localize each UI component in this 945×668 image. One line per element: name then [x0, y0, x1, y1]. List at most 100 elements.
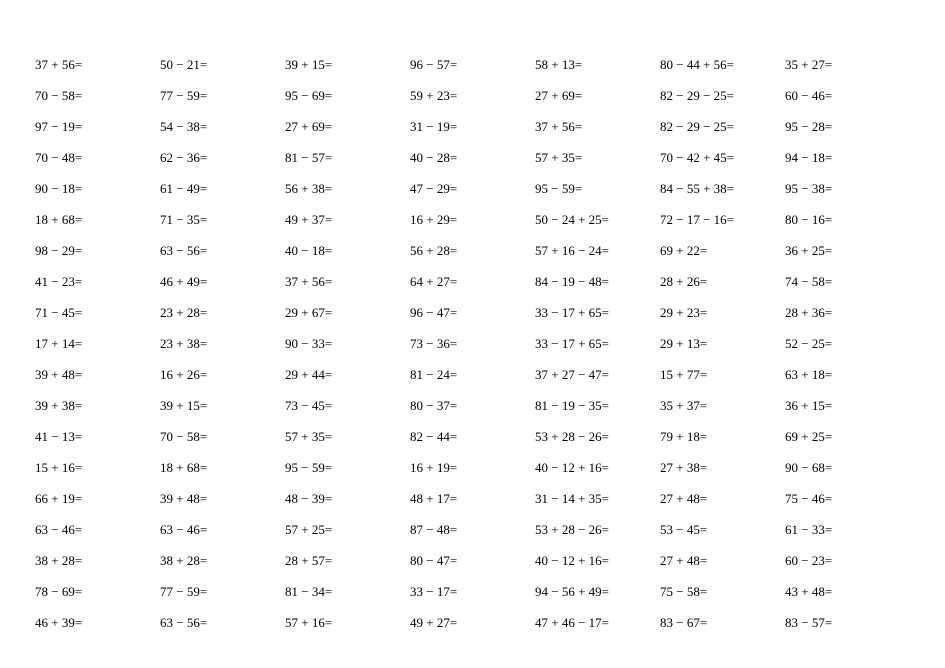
- math-problem-cell: 16 + 29=: [410, 205, 535, 236]
- math-problem-cell: 59 + 23=: [410, 81, 535, 112]
- math-problem-cell: 96 − 57=: [410, 50, 535, 81]
- math-problem-cell: 64 + 27=: [410, 267, 535, 298]
- math-problem-cell: 47 + 46 − 17=: [535, 607, 660, 638]
- math-problem-cell: 94 − 56 + 49=: [535, 576, 660, 607]
- math-problem-cell: 27 + 69=: [285, 112, 410, 143]
- math-problem-cell: 81 − 19 − 35=: [535, 390, 660, 421]
- math-problem-cell: 57 + 35=: [535, 143, 660, 174]
- math-problem-cell: 28 + 57=: [285, 545, 410, 576]
- math-problem-cell: 48 + 17=: [410, 483, 535, 514]
- math-problem-cell: 53 − 45=: [660, 514, 785, 545]
- math-problem-cell: 63 − 56=: [160, 607, 285, 638]
- math-problem-cell: 23 + 38=: [160, 329, 285, 360]
- math-problem-cell: 70 − 58=: [35, 81, 160, 112]
- math-problem-cell: 98 − 29=: [35, 236, 160, 267]
- math-problem-cell: 74 − 58=: [785, 267, 910, 298]
- math-problem-cell: 81 − 24=: [410, 359, 535, 390]
- math-problem-cell: 97 − 19=: [35, 112, 160, 143]
- math-problem-cell: 52 − 25=: [785, 329, 910, 360]
- math-problem-cell: 54 − 38=: [160, 112, 285, 143]
- math-problem-cell: 94 − 18=: [785, 143, 910, 174]
- math-problem-cell: 63 − 46=: [160, 514, 285, 545]
- math-problem-cell: 61 − 49=: [160, 174, 285, 205]
- math-problem-cell: 38 + 28=: [35, 545, 160, 576]
- math-problem-cell: 84 − 55 + 38=: [660, 174, 785, 205]
- math-problem-cell: 95 − 59=: [535, 174, 660, 205]
- math-problem-cell: 78 − 69=: [35, 576, 160, 607]
- math-problem-cell: 70 − 58=: [160, 421, 285, 452]
- math-problem-cell: 53 + 28 − 26=: [535, 421, 660, 452]
- math-problem-cell: 29 + 44=: [285, 359, 410, 390]
- math-problem-cell: 58 + 13=: [535, 50, 660, 81]
- math-problem-cell: 33 − 17 + 65=: [535, 298, 660, 329]
- math-problem-cell: 63 − 56=: [160, 236, 285, 267]
- math-problem-cell: 47 − 29=: [410, 174, 535, 205]
- math-problem-cell: 80 − 37=: [410, 390, 535, 421]
- math-problem-cell: 15 + 16=: [35, 452, 160, 483]
- math-problem-cell: 90 − 18=: [35, 174, 160, 205]
- math-problem-cell: 80 − 16=: [785, 205, 910, 236]
- math-problem-cell: 60 − 46=: [785, 81, 910, 112]
- math-problem-cell: 82 − 29 − 25=: [660, 112, 785, 143]
- math-problem-cell: 50 − 21=: [160, 50, 285, 81]
- math-problem-cell: 38 + 28=: [160, 545, 285, 576]
- math-problem-cell: 66 + 19=: [35, 483, 160, 514]
- math-problem-cell: 37 + 56=: [285, 267, 410, 298]
- math-problem-cell: 75 − 46=: [785, 483, 910, 514]
- math-problem-cell: 56 + 28=: [410, 236, 535, 267]
- math-problem-cell: 27 + 48=: [660, 483, 785, 514]
- math-problem-cell: 87 − 48=: [410, 514, 535, 545]
- math-problem-cell: 57 + 25=: [285, 514, 410, 545]
- math-problem-cell: 80 − 47=: [410, 545, 535, 576]
- math-problem-cell: 82 − 29 − 25=: [660, 81, 785, 112]
- math-problem-cell: 15 + 77=: [660, 359, 785, 390]
- math-problem-cell: 53 + 28 − 26=: [535, 514, 660, 545]
- math-problem-cell: 80 − 44 + 56=: [660, 50, 785, 81]
- math-problem-cell: 37 + 56=: [35, 50, 160, 81]
- math-problem-cell: 29 + 13=: [660, 329, 785, 360]
- math-problem-cell: 77 − 59=: [160, 576, 285, 607]
- math-problem-cell: 49 + 37=: [285, 205, 410, 236]
- math-problem-cell: 63 + 18=: [785, 359, 910, 390]
- math-problem-cell: 18 + 68=: [160, 452, 285, 483]
- math-problem-cell: 28 + 36=: [785, 298, 910, 329]
- math-problem-cell: 70 − 42 + 45=: [660, 143, 785, 174]
- math-problem-cell: 31 − 19=: [410, 112, 535, 143]
- math-problem-cell: 39 + 48=: [160, 483, 285, 514]
- math-problem-cell: 48 − 39=: [285, 483, 410, 514]
- math-problem-cell: 71 − 35=: [160, 205, 285, 236]
- math-problem-cell: 69 + 25=: [785, 421, 910, 452]
- math-problem-cell: 33 − 17=: [410, 576, 535, 607]
- math-worksheet-grid: 37 + 56=50 − 21=39 + 15=96 − 57=58 + 13=…: [35, 50, 910, 638]
- math-problem-cell: 40 − 18=: [285, 236, 410, 267]
- math-problem-cell: 62 − 36=: [160, 143, 285, 174]
- math-problem-cell: 31 − 14 + 35=: [535, 483, 660, 514]
- math-problem-cell: 35 + 27=: [785, 50, 910, 81]
- math-problem-cell: 56 + 38=: [285, 174, 410, 205]
- math-problem-cell: 57 + 16=: [285, 607, 410, 638]
- math-problem-cell: 63 − 46=: [35, 514, 160, 545]
- math-problem-cell: 16 + 19=: [410, 452, 535, 483]
- math-problem-cell: 39 + 48=: [35, 359, 160, 390]
- math-problem-cell: 29 + 23=: [660, 298, 785, 329]
- math-problem-cell: 95 − 69=: [285, 81, 410, 112]
- math-problem-cell: 81 − 34=: [285, 576, 410, 607]
- math-problem-cell: 90 − 68=: [785, 452, 910, 483]
- math-problem-cell: 16 + 26=: [160, 359, 285, 390]
- math-problem-cell: 83 − 57=: [785, 607, 910, 638]
- math-problem-cell: 40 − 28=: [410, 143, 535, 174]
- math-problem-cell: 40 − 12 + 16=: [535, 545, 660, 576]
- math-problem-cell: 90 − 33=: [285, 329, 410, 360]
- math-problem-cell: 29 + 67=: [285, 298, 410, 329]
- math-problem-cell: 33 − 17 + 65=: [535, 329, 660, 360]
- math-problem-cell: 49 + 27=: [410, 607, 535, 638]
- math-problem-cell: 71 − 45=: [35, 298, 160, 329]
- math-problem-cell: 79 + 18=: [660, 421, 785, 452]
- math-problem-cell: 84 − 19 − 48=: [535, 267, 660, 298]
- math-problem-cell: 18 + 68=: [35, 205, 160, 236]
- math-problem-cell: 73 − 45=: [285, 390, 410, 421]
- math-problem-cell: 17 + 14=: [35, 329, 160, 360]
- math-problem-cell: 36 + 15=: [785, 390, 910, 421]
- math-problem-cell: 73 − 36=: [410, 329, 535, 360]
- math-problem-cell: 37 + 27 − 47=: [535, 359, 660, 390]
